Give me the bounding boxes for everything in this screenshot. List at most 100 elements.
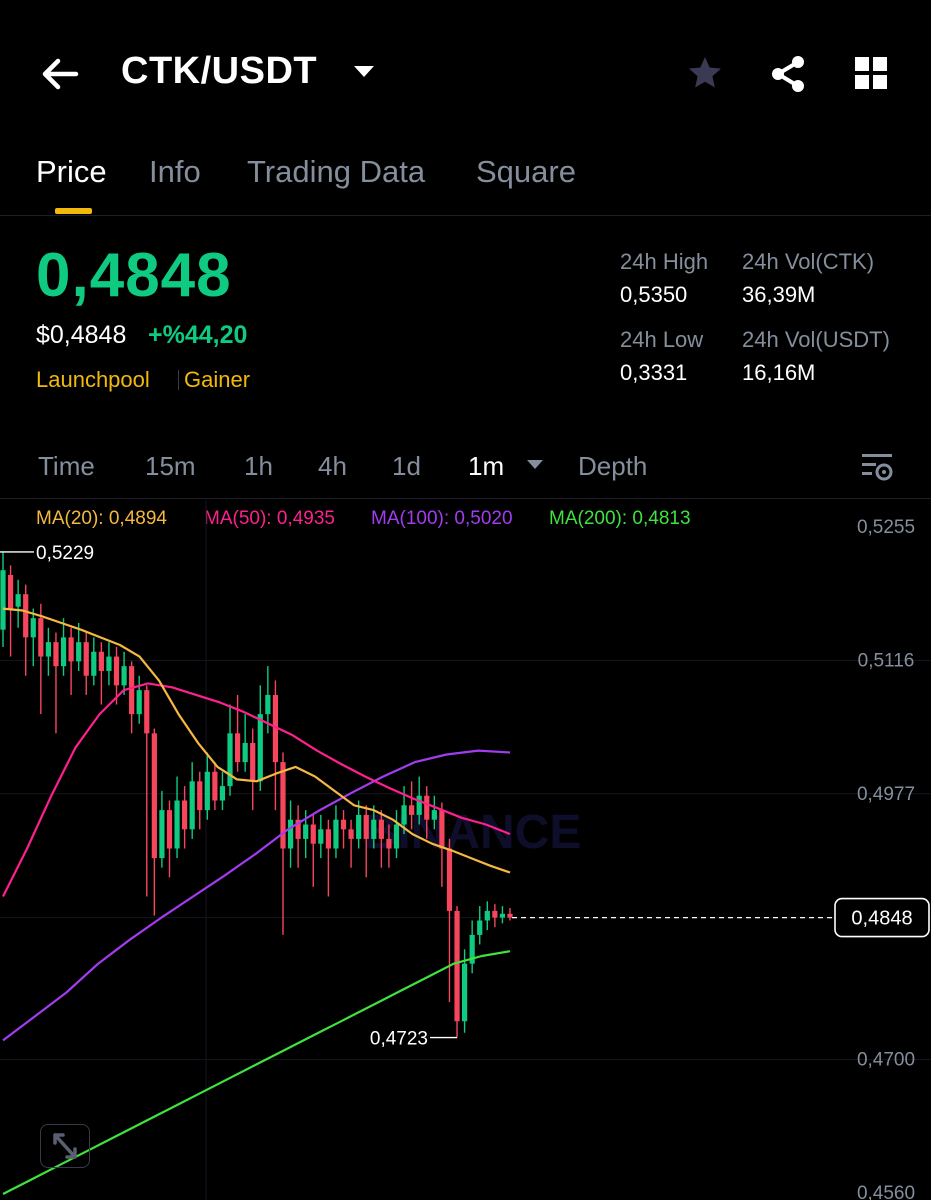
active-tab-indicator — [55, 208, 92, 214]
candle-body — [189, 781, 195, 830]
candle-body — [310, 824, 316, 844]
y-axis-tick-label: 0,4560 — [857, 1183, 915, 1200]
candlestick-chart[interactable]: BINANCE 0,5255 0,5116 0,4977 0,4700 0,4560 0… — [0, 500, 931, 1200]
current-price-label: 0,4848 — [851, 908, 912, 930]
candle-body — [287, 819, 294, 849]
candle-body — [113, 656, 120, 686]
stat-vol-base-value: 36,39M — [742, 282, 816, 307]
candle-body — [272, 694, 279, 763]
interval-1m[interactable]: 1m — [468, 451, 505, 481]
usd-price: $0,4848 — [36, 321, 127, 349]
grid-icon[interactable] — [853, 55, 889, 91]
top-bar: CTK/USDT — [0, 0, 931, 140]
candle-body — [454, 910, 460, 1022]
candle-body — [83, 642, 89, 676]
candle-body — [182, 800, 188, 830]
chevron-down-icon[interactable] — [527, 460, 543, 469]
candle-body — [461, 963, 468, 1022]
stat-vol-base-label: 24h Vol(CTK) — [742, 249, 875, 274]
candle-body — [7, 574, 14, 609]
candle-body — [129, 666, 135, 715]
interval-time[interactable]: Time — [38, 451, 95, 481]
candle-body — [446, 848, 453, 911]
candle-body — [295, 819, 301, 839]
interval-1h[interactable]: 1h — [244, 451, 273, 481]
candle-body — [159, 810, 165, 859]
stat-low-value: 0,3331 — [620, 360, 688, 385]
interval-depth[interactable]: Depth — [578, 451, 648, 481]
candle-body — [499, 913, 506, 918]
tag-launchpool[interactable]: Launchpool — [36, 367, 150, 392]
expand-chart-button[interactable] — [40, 1124, 90, 1168]
star-icon[interactable] — [686, 54, 724, 92]
candle-body — [477, 920, 483, 935]
candle-body — [53, 642, 59, 667]
expand-icon — [53, 1133, 77, 1159]
candle-body — [348, 829, 354, 839]
ma20-line — [2, 607, 511, 874]
candle-body — [174, 800, 180, 849]
ma20-legend: MA(20): 0,4894 — [36, 508, 167, 529]
candle-body — [219, 786, 226, 801]
candle-body — [356, 814, 362, 839]
candle-body — [371, 819, 377, 839]
candle-body — [144, 690, 150, 734]
candle-body — [30, 618, 36, 638]
candle-body — [318, 829, 324, 844]
candle-body — [492, 910, 498, 918]
candle-body — [166, 810, 173, 849]
tab-trading-data[interactable]: Trading Data — [247, 154, 426, 189]
stat-vol-quote-label: 24h Vol(USDT) — [742, 327, 890, 352]
ma50-legend: MA(50): 0,4935 — [204, 508, 335, 529]
chart-settings-icon[interactable] — [860, 451, 894, 483]
candle-body — [204, 771, 210, 811]
candle-body — [121, 666, 127, 686]
chevron-down-icon[interactable] — [354, 66, 374, 77]
price-change-percent: +%44,20 — [148, 321, 248, 349]
stat-high-value: 0,5350 — [620, 282, 688, 307]
candle-body — [469, 934, 475, 964]
tag-separator — [178, 370, 179, 390]
high-marker-label: 0,5229 — [36, 543, 94, 564]
y-axis-tick-label: 0,4977 — [857, 784, 915, 805]
interval-4h[interactable]: 4h — [318, 451, 347, 481]
candle-body — [333, 819, 339, 849]
candle-body — [60, 637, 67, 667]
candle-body — [424, 795, 430, 820]
candle-body — [68, 637, 74, 662]
candle-body — [136, 690, 142, 715]
trading-pair-title[interactable]: CTK/USDT — [121, 50, 318, 92]
y-axis-tick-label: 0,4700 — [857, 1050, 915, 1071]
candle-body — [38, 618, 44, 657]
candle-body — [151, 733, 157, 859]
tab-info[interactable]: Info — [149, 154, 201, 189]
tab-square[interactable]: Square — [476, 154, 576, 189]
interval-15m[interactable]: 15m — [145, 451, 196, 481]
candle-body — [507, 913, 513, 918]
interval-1d[interactable]: 1d — [392, 451, 421, 481]
stat-high-label: 24h High — [620, 249, 709, 274]
share-icon[interactable] — [768, 54, 808, 94]
candle-body — [0, 570, 6, 630]
tab-price[interactable]: Price — [36, 154, 107, 189]
candle-body — [45, 642, 52, 657]
candle-body — [15, 594, 21, 607]
candle-body — [234, 733, 241, 763]
candle-body — [227, 733, 233, 787]
current-price-box — [834, 897, 930, 938]
tag-gainer[interactable]: Gainer — [184, 367, 251, 392]
candle-body — [212, 771, 218, 801]
stat-vol-quote-value: 16,16M — [742, 360, 816, 385]
candle-body — [340, 819, 347, 830]
candle-body — [303, 824, 309, 839]
ma200-legend: MA(200): 0,4813 — [549, 508, 691, 529]
divider — [0, 215, 931, 216]
candle-body — [76, 642, 82, 662]
ma100-line — [2, 749, 511, 1042]
candle-body — [401, 805, 407, 825]
candle-body — [378, 819, 384, 839]
arrow-left-icon[interactable] — [38, 52, 82, 96]
last-price: 0,4848 — [36, 241, 232, 310]
candle-body — [363, 814, 369, 839]
ma200-line — [2, 950, 511, 1195]
